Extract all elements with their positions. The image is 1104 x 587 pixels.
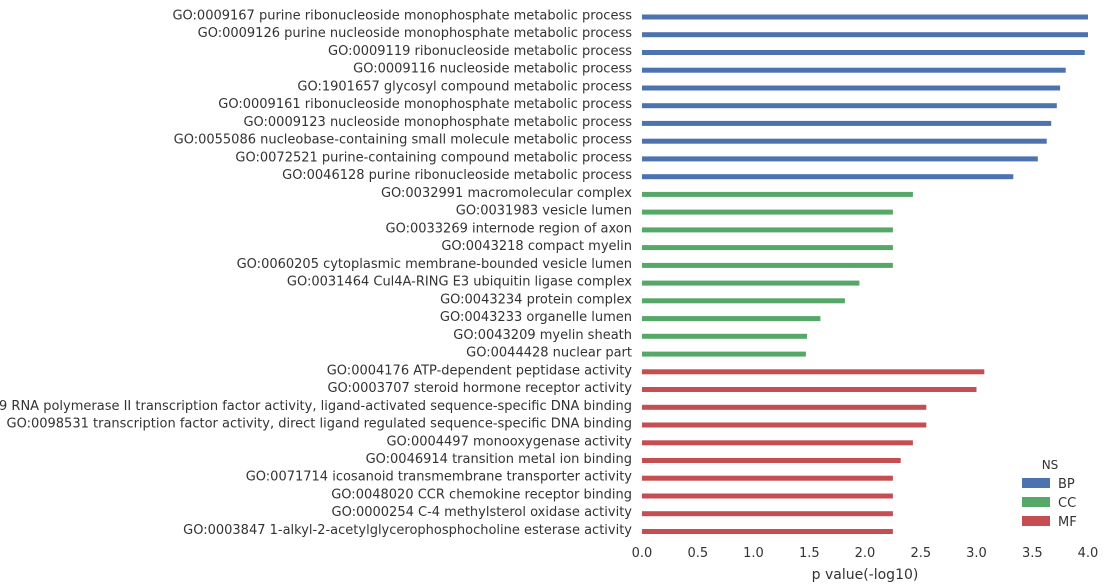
category-label: GO:0043209 myelin sheath bbox=[453, 328, 632, 343]
category-label: GO:0003847 1-alkyl-2-acetylglycerophosph… bbox=[183, 523, 632, 538]
legend-title: NS bbox=[1042, 458, 1059, 472]
legend-label-bp: BP bbox=[1058, 477, 1075, 492]
bar-cc bbox=[642, 351, 806, 357]
legend-label-mf: MF bbox=[1058, 515, 1077, 530]
bar-cc bbox=[642, 280, 860, 286]
x-tick-label: 1.5 bbox=[799, 546, 820, 561]
bar-mf bbox=[642, 387, 977, 392]
bar-mf bbox=[642, 529, 893, 534]
category-label: GO:0009123 nucleoside monophosphate meta… bbox=[243, 115, 632, 130]
category-label: GO:0009161 ribonucleoside monophosphate … bbox=[218, 97, 632, 112]
legend-swatch-bp bbox=[1022, 478, 1050, 488]
x-tick-label: 3.5 bbox=[1022, 546, 1043, 561]
bar-cc bbox=[642, 262, 893, 268]
bar-bp bbox=[642, 156, 1038, 162]
x-tick-label: 3.0 bbox=[966, 546, 987, 561]
legend-label-cc: CC bbox=[1058, 496, 1076, 511]
legend: NS BP CC MF bbox=[1022, 458, 1077, 530]
category-label: GO:0043233 organelle lumen bbox=[440, 310, 632, 325]
category-label: GO:0009126 purine nucleoside monophospha… bbox=[198, 26, 633, 41]
bar-cc bbox=[642, 209, 893, 215]
x-axis-label: p value(-log10) bbox=[812, 567, 919, 583]
bars-group bbox=[642, 14, 1088, 534]
x-tick-label: 2.5 bbox=[910, 546, 931, 561]
bar-mf bbox=[642, 511, 893, 517]
x-tick-label: 2.0 bbox=[855, 546, 876, 561]
x-tick-label: 0.5 bbox=[687, 546, 708, 561]
category-label: GO:0046128 purine ribonucleoside metabol… bbox=[282, 168, 632, 183]
bar-bp bbox=[642, 50, 1085, 55]
category-label: GO:0060205 cytoplasmic membrane-bounded … bbox=[237, 257, 632, 272]
bar-bp bbox=[642, 174, 1014, 180]
bar-cc bbox=[642, 333, 807, 339]
category-label: GO:0044428 nuclear part bbox=[466, 346, 632, 361]
x-tick-label: 4.0 bbox=[1078, 546, 1099, 561]
bar-bp bbox=[642, 103, 1057, 109]
category-label: GO:0043234 protein complex bbox=[440, 292, 632, 307]
legend-swatch-mf bbox=[1022, 516, 1050, 526]
category-label: GO:0098531 transcription factor activity… bbox=[7, 417, 632, 432]
category-label: GO:0072521 purine-containing compound me… bbox=[235, 150, 632, 165]
bar-bp bbox=[642, 138, 1047, 144]
bar-bp bbox=[642, 85, 1061, 91]
bar-bp bbox=[642, 32, 1088, 38]
category-label: GO:0031983 vesicle lumen bbox=[456, 204, 632, 219]
bar-bp bbox=[642, 67, 1066, 73]
category-label: GO:0033269 internode region of axon bbox=[386, 221, 633, 236]
category-label: GO:0004176 ATP-dependent peptidase activ… bbox=[327, 363, 633, 378]
category-label: GO:0055086 nucleobase-containing small m… bbox=[174, 133, 633, 148]
bar-mf bbox=[642, 369, 985, 375]
bar-mf bbox=[642, 475, 893, 481]
x-ticks-group: 0.0 0.5 1.0 1.5 2.0 2.5 3.0 3.5 4.0 bbox=[632, 546, 1099, 561]
bar-mf bbox=[642, 404, 927, 410]
category-label: GO:0003707 steroid hormone receptor acti… bbox=[327, 381, 632, 396]
category-label: GO:0046914 transition metal ion binding bbox=[366, 452, 632, 467]
bar-mf bbox=[642, 440, 913, 446]
legend-swatch-cc bbox=[1022, 497, 1050, 507]
category-label: GO:1901657 glycosyl compound metabolic p… bbox=[297, 80, 632, 95]
category-label: GO:0004879 RNA polymerase II transcripti… bbox=[0, 399, 632, 414]
bar-mf bbox=[642, 493, 893, 499]
bar-cc bbox=[642, 316, 821, 322]
bar-bp bbox=[642, 120, 1052, 126]
category-label: GO:0009119 ribonucleoside metabolic proc… bbox=[328, 44, 632, 59]
category-label: GO:0009167 purine ribonucleoside monopho… bbox=[172, 9, 632, 24]
category-labels-group: GO:0009167 purine ribonucleoside monopho… bbox=[0, 9, 632, 539]
bar-cc bbox=[642, 227, 893, 233]
category-label: GO:0009116 nucleoside metabolic process bbox=[353, 62, 632, 77]
bar-cc bbox=[642, 245, 893, 251]
category-label: GO:0043218 compact myelin bbox=[441, 239, 632, 254]
bar-mf bbox=[642, 458, 901, 463]
bar-cc bbox=[642, 191, 913, 197]
category-label: GO:0000254 C-4 methylsterol oxidase acti… bbox=[332, 505, 633, 520]
category-label: GO:0004497 monooxygenase activity bbox=[386, 434, 632, 449]
x-tick-label: 0.0 bbox=[632, 546, 653, 561]
bar-mf bbox=[642, 422, 927, 428]
category-label: GO:0032991 macromolecular complex bbox=[381, 186, 632, 201]
category-label: GO:0071714 icosanoid transmembrane trans… bbox=[246, 470, 633, 485]
x-tick-label: 1.0 bbox=[743, 546, 764, 561]
category-label: GO:0031464 Cul4A-RING E3 ubiquitin ligas… bbox=[287, 275, 632, 290]
category-label: GO:0048020 CCR chemokine receptor bindin… bbox=[331, 488, 632, 503]
bar-bp bbox=[642, 14, 1088, 20]
bar-cc bbox=[642, 298, 845, 304]
